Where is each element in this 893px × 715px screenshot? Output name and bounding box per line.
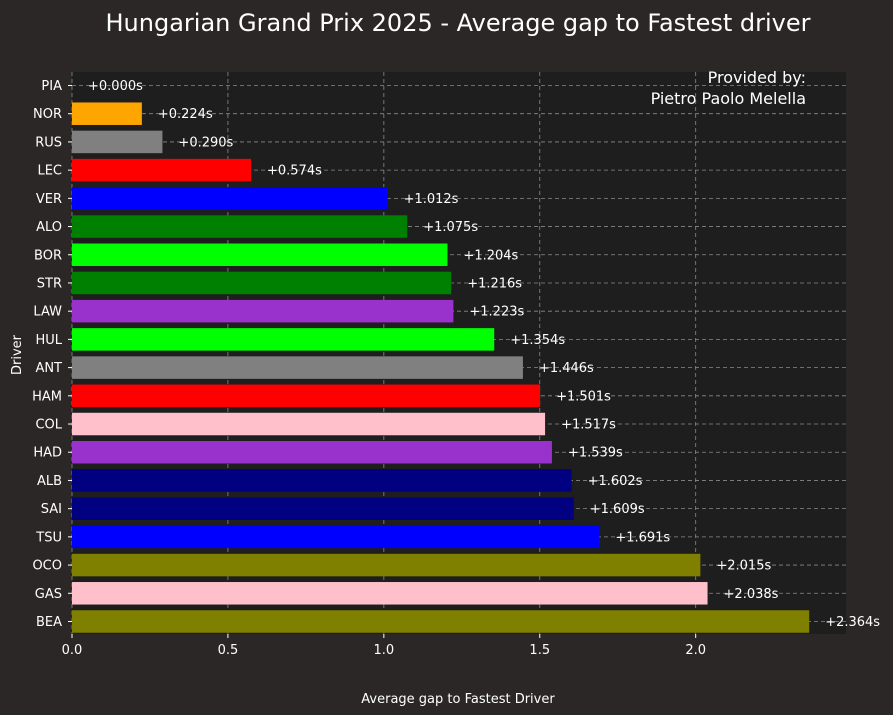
- x-tick-label: 1.0: [374, 643, 395, 658]
- bar-rus: [72, 130, 163, 154]
- y-tick-label-ver: VER: [36, 192, 62, 207]
- bar-had: [72, 440, 552, 464]
- y-tick-label-ham: HAM: [32, 389, 62, 404]
- bar-alb: [72, 469, 572, 492]
- bar-oco: [72, 553, 701, 577]
- y-tick-label-col: COL: [35, 418, 62, 433]
- y-tick-label-tsu: TSU: [35, 530, 62, 545]
- bar-lec: [72, 158, 251, 182]
- y-tick-label-oco: OCO: [32, 559, 62, 574]
- data-label-oco: +2.015s: [716, 559, 771, 574]
- y-axis-label: Driver: [10, 334, 25, 375]
- data-label-ant: +1.446s: [539, 361, 594, 376]
- data-label-bor: +1.204s: [463, 248, 518, 263]
- bar-bor: [72, 243, 448, 267]
- data-label-law: +1.223s: [469, 305, 524, 320]
- bars: [72, 102, 810, 633]
- bar-gas: [72, 582, 708, 605]
- data-label-tsu: +1.691s: [615, 530, 670, 545]
- bar-ant: [72, 356, 523, 379]
- y-tick-label-alo: ALO: [36, 220, 62, 235]
- plot-area: [72, 72, 846, 634]
- bar-bea: [72, 610, 810, 633]
- data-label-had: +1.539s: [568, 446, 623, 461]
- data-label-gas: +2.038s: [724, 587, 779, 602]
- y-tick-label-had: HAD: [33, 446, 62, 461]
- bar-sai: [72, 497, 574, 520]
- bar-col: [72, 412, 546, 436]
- data-label-ham: +1.501s: [556, 389, 611, 404]
- data-labels: +0.000s +0.224s +0.290s +0.574s +1.012s +1.07…: [88, 79, 880, 630]
- data-label-nor: +0.224s: [158, 107, 213, 122]
- y-tick-label-bea: BEA: [36, 615, 62, 630]
- x-axis-label: Average gap to Fastest Driver: [361, 692, 555, 707]
- data-label-col: +1.517s: [561, 418, 616, 433]
- data-label-ver: +1.012s: [404, 192, 459, 207]
- bar-ham: [72, 384, 541, 408]
- data-label-pia: +0.000s: [88, 79, 143, 94]
- bar-ver: [72, 187, 388, 210]
- x-tick-label: 0.5: [218, 643, 239, 658]
- y-tick-label-rus: RUS: [35, 135, 62, 150]
- data-label-str: +1.216s: [467, 276, 522, 291]
- y-tick-label-str: STR: [37, 276, 62, 291]
- bar-nor: [72, 102, 142, 125]
- y-tick-label-nor: NOR: [33, 107, 62, 122]
- y-tick-label-lec: LEC: [37, 164, 62, 179]
- data-label-hul: +1.354s: [510, 333, 565, 348]
- y-tick-label-gas: GAS: [35, 587, 62, 602]
- y-tick-label-ant: ANT: [35, 361, 62, 376]
- y-tick-label-pia: PIA: [41, 79, 62, 94]
- x-tick-label: 1.5: [529, 643, 550, 658]
- data-label-sai: +1.609s: [590, 502, 645, 517]
- bar-law: [72, 299, 454, 323]
- y-tick-label-sai: SAI: [41, 502, 62, 517]
- data-label-lec: +0.574s: [267, 164, 322, 179]
- bar-alo: [72, 215, 408, 238]
- data-label-rus: +0.290s: [178, 135, 233, 150]
- data-label-bea: +2.364s: [825, 615, 880, 630]
- y-tick-label-bor: BOR: [34, 248, 62, 263]
- author-name: Pietro Paolo Melella: [651, 89, 806, 108]
- provided-by-label: Provided by:: [708, 68, 806, 87]
- y-tick-labels: PIA NOR RUS LEC VER ALO BOR STR LAW HUL ANT HAM COL H…: [32, 79, 72, 630]
- chart-title: Hungarian Grand Prix 2025 - Average gap …: [106, 9, 811, 37]
- y-tick-label-alb: ALB: [37, 474, 62, 489]
- data-label-alb: +1.602s: [588, 474, 643, 489]
- bar-tsu: [72, 525, 600, 549]
- bar-str: [72, 271, 452, 295]
- bar-hul: [72, 328, 495, 351]
- x-tick-labels: 0.0 0.5 1.0 1.5 2.0: [62, 634, 706, 658]
- x-tick-label: 2.0: [685, 643, 706, 658]
- y-tick-label-law: LAW: [33, 305, 62, 320]
- y-tick-label-hul: HUL: [35, 333, 62, 348]
- data-label-alo: +1.075s: [423, 220, 478, 235]
- x-tick-label: 0.0: [62, 643, 83, 658]
